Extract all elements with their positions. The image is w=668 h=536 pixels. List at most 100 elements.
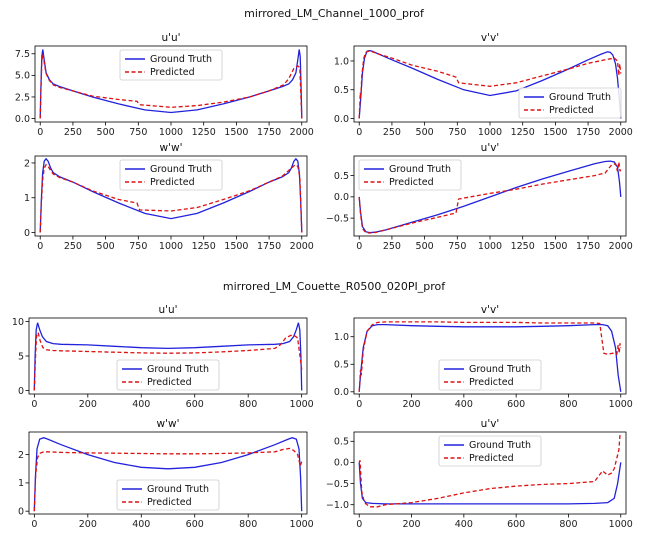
x-tick-label: 1000 [609, 399, 633, 410]
axes-frame [28, 431, 308, 515]
x-tick-label: 1000 [159, 241, 183, 252]
series-line-ground-truth [33, 437, 303, 512]
legend-box [116, 359, 220, 391]
legend-label-predicted: Predicted [147, 377, 192, 388]
x-tick-label: 200 [79, 399, 97, 410]
x-tick-label: 200 [79, 519, 97, 530]
x-tick-label: 1250 [192, 127, 216, 138]
subplot-6: w'w' 0 200 400 600 800 1000 0 1 2 Ground Truth Pred… [18, 418, 314, 530]
legend: Ground Truth Predicted [116, 479, 220, 511]
subplot-title: u'v' [481, 142, 500, 154]
y-tick-label: 0.0 [334, 387, 349, 398]
x-tick-label: 800 [239, 519, 257, 530]
series-line-predicted [39, 53, 303, 119]
subplot-5: v'v' 0 200 400 600 800 1000 0.0 0.5 1.0 Ground Tru… [334, 304, 633, 410]
axes-frame [353, 431, 627, 515]
legend: Ground Truth Predicted [119, 49, 223, 81]
legend-label-ground-truth: Ground Truth [389, 164, 451, 175]
x-tick-label: 600 [507, 399, 525, 410]
legend-label-ground-truth: Ground Truth [147, 484, 209, 495]
y-tick-label: 1 [24, 193, 30, 204]
x-tick-label: 400 [132, 399, 150, 410]
x-tick-label: 2000 [609, 241, 633, 252]
series-line-ground-truth [33, 322, 303, 391]
y-tick-label: 0.5 [334, 171, 349, 182]
y-tick-label: 0.0 [15, 114, 30, 125]
x-tick-label: 500 [416, 127, 434, 138]
x-tick-label: 500 [416, 241, 434, 252]
legend-label-ground-truth: Ground Truth [469, 364, 531, 375]
legend: Ground Truth Predicted [438, 359, 542, 391]
series-line-ground-truth [358, 160, 622, 234]
series-line-predicted [39, 163, 303, 233]
legend-label-predicted: Predicted [549, 105, 594, 116]
x-tick-label: 1000 [609, 519, 633, 530]
x-tick-label: 0 [356, 127, 362, 138]
x-tick-label: 0 [37, 127, 43, 138]
legend-box [358, 159, 462, 191]
legend-label-predicted: Predicted [150, 177, 195, 188]
subplot-title: u'u' [161, 32, 180, 44]
x-tick-label: 750 [129, 127, 147, 138]
x-tick-label: 800 [559, 519, 577, 530]
x-tick-label: 600 [186, 399, 204, 410]
legend-box [438, 359, 542, 391]
legend-label-ground-truth: Ground Truth [549, 92, 611, 103]
y-tick-label: 0.5 [334, 360, 349, 371]
x-tick-label: 400 [132, 519, 150, 530]
y-tick-label: 0.0 [334, 458, 349, 469]
legend-box [518, 87, 622, 119]
legend-label-ground-truth: Ground Truth [147, 364, 209, 375]
series-line-predicted [33, 330, 303, 391]
x-tick-label: 800 [559, 399, 577, 410]
x-tick-label: 250 [383, 127, 401, 138]
legend-label-predicted: Predicted [147, 497, 192, 508]
subplot-title: u'v' [481, 418, 500, 430]
subplot-title: v'v' [481, 32, 499, 44]
x-tick-label: 750 [129, 241, 147, 252]
x-tick-label: 0 [37, 241, 43, 252]
y-tick-label: 2 [18, 450, 24, 461]
x-tick-label: 2000 [290, 241, 314, 252]
axes-frame [353, 317, 627, 395]
legend: Ground Truth Predicted [518, 87, 622, 119]
x-tick-label: 1000 [290, 519, 314, 530]
y-tick-label: 0.5 [334, 85, 349, 96]
legend-box [116, 479, 220, 511]
series-line-predicted [358, 161, 622, 234]
x-tick-label: 1250 [511, 127, 535, 138]
y-tick-label: 0.0 [334, 114, 349, 125]
x-tick-label: 1000 [159, 127, 183, 138]
legend-label-predicted: Predicted [469, 453, 514, 464]
series-line-ground-truth [39, 157, 303, 233]
y-tick-label: 10 [12, 317, 24, 328]
y-tick-label: −0.5 [326, 213, 349, 224]
x-tick-label: 750 [448, 127, 466, 138]
x-tick-label: 1750 [576, 241, 600, 252]
legend: Ground Truth Predicted [358, 159, 462, 191]
legend: Ground Truth Predicted [438, 435, 542, 467]
x-tick-label: 400 [455, 399, 473, 410]
x-tick-label: 750 [448, 241, 466, 252]
y-tick-label: 7.5 [15, 49, 30, 60]
y-tick-label: 0.0 [334, 192, 349, 203]
legend-label-ground-truth: Ground Truth [469, 440, 531, 451]
x-tick-label: 200 [402, 399, 420, 410]
series-line-predicted [358, 50, 622, 119]
x-tick-label: 1500 [224, 241, 248, 252]
y-tick-label: 2 [24, 158, 30, 169]
subplot-2: w'w' 0 250 500 750 1000 1250 1500 1750 2000 0 1 2 Gro… [24, 142, 314, 252]
y-tick-label: −0.5 [326, 479, 349, 490]
x-tick-label: 1750 [257, 241, 281, 252]
x-tick-label: 250 [383, 241, 401, 252]
x-tick-label: 1250 [192, 241, 216, 252]
x-tick-label: 1750 [257, 127, 281, 138]
legend-label-predicted: Predicted [389, 177, 434, 188]
legend-label-predicted: Predicted [469, 377, 514, 388]
figure-title-couette: mirrored_LM_Couette_R0500_020PI_prof [223, 280, 446, 293]
x-tick-label: 0 [31, 519, 37, 530]
y-tick-label: 0 [24, 228, 30, 239]
x-tick-label: 0 [31, 399, 37, 410]
x-tick-label: 400 [455, 519, 473, 530]
